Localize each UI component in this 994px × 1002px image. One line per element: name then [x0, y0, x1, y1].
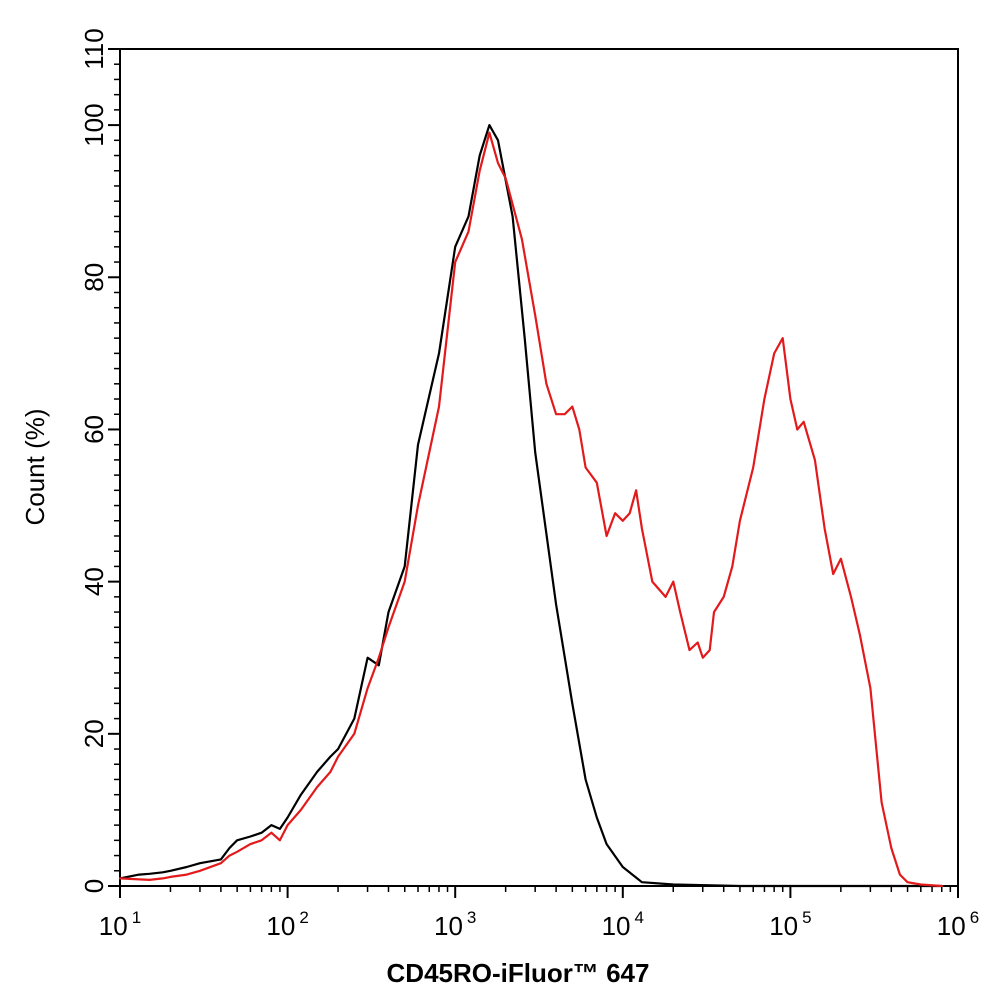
plot-frame — [119, 48, 959, 887]
x-tick-label: 10 5 — [769, 908, 811, 941]
y-tick-label: 20 — [79, 719, 109, 748]
series-layer — [118, 124, 943, 888]
y-axis-title: Count (%) — [20, 408, 50, 525]
x-tick-label: 10 2 — [266, 908, 308, 941]
x-tick-label: 10 4 — [602, 908, 644, 941]
x-axis-ticks: 10 1 10 2 10 3 10 4 10 5 10 6 — [99, 886, 979, 941]
x-axis-title: CD45RO-iFluor™ 647 — [387, 958, 650, 988]
x-tick-label: 10 6 — [937, 908, 979, 941]
y-tick-label: 40 — [79, 567, 109, 596]
y-tick-label: 60 — [79, 415, 109, 444]
y-axis-ticks: 0 20 40 60 80 100 110 — [79, 28, 120, 893]
y-tick-label: 0 — [79, 879, 109, 893]
y-tick-label: 80 — [79, 263, 109, 292]
y-tick-label: 100 — [79, 103, 109, 146]
x-tick-label: 10 3 — [434, 908, 476, 941]
y-tick-label: 110 — [79, 28, 109, 69]
series-line-cd45ro — [118, 131, 943, 888]
series-line-control — [118, 124, 943, 888]
x-tick-label: 10 1 — [99, 908, 141, 941]
